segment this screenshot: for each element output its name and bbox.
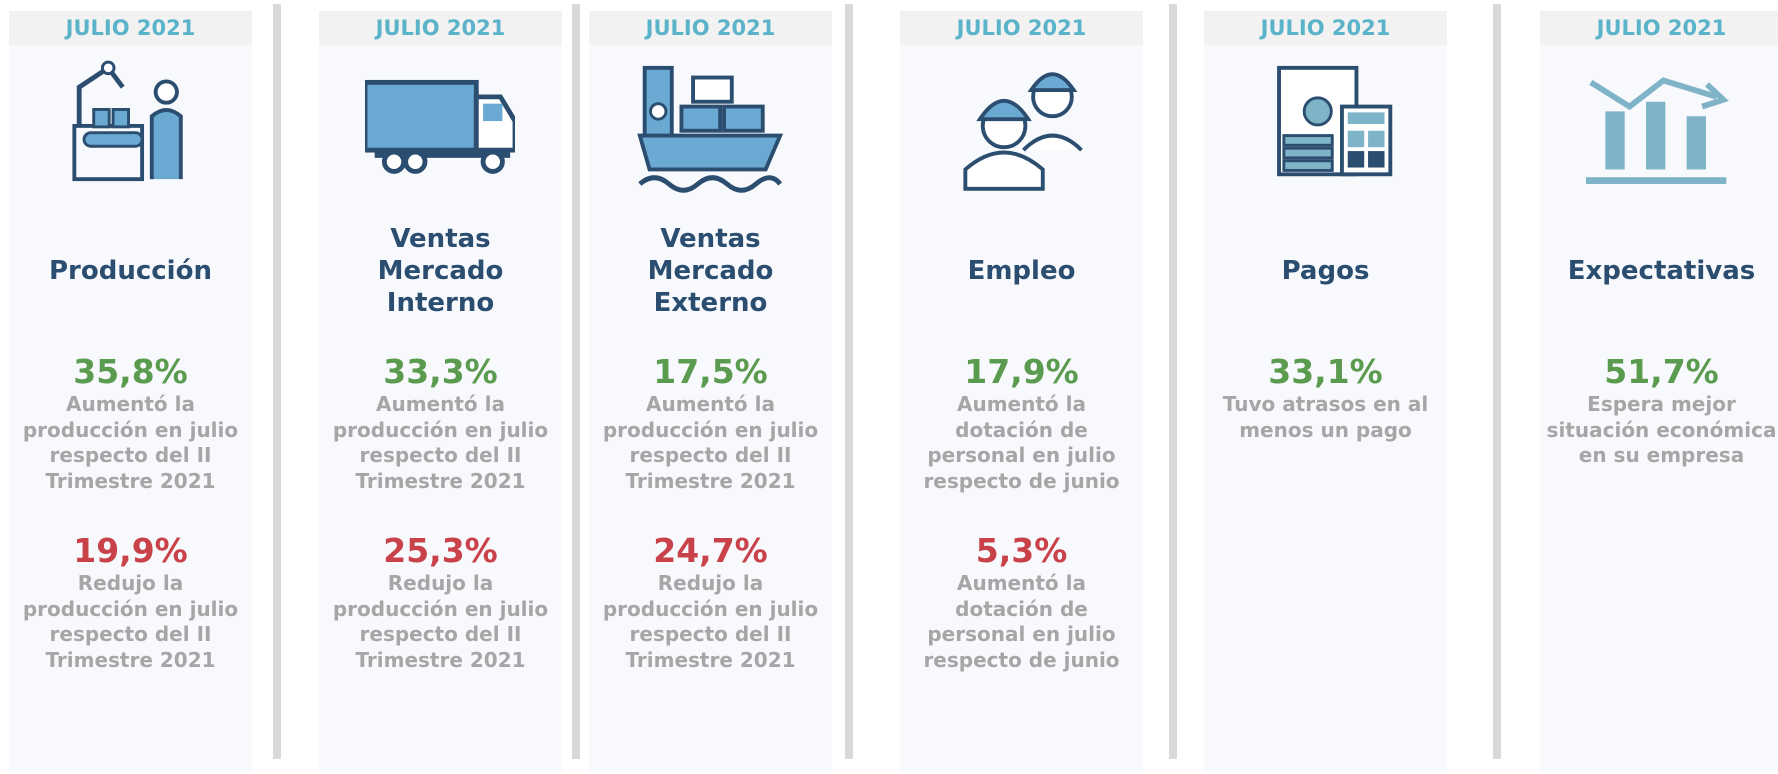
stat-text: Aumentó la <box>957 571 1086 595</box>
stat-text: respecto del II <box>629 443 792 468</box>
icon <box>637 65 784 193</box>
stat: 35,8% Aumentó la producción en julio respec… <box>0 352 282 494</box>
stat: 25,3% Redujo la producción en julio respect… <box>289 531 592 673</box>
title-line: Mercado <box>377 256 504 286</box>
stat-text: Tuvo atrasos en al <box>1222 392 1429 416</box>
stat-value: 17,5% <box>653 352 768 391</box>
panel-header: JULIO 2021 <box>1204 11 1447 45</box>
title-line: Ventas <box>660 224 761 254</box>
panel: JULIO 2021 Ventas Mercado Interno 33,3% Aumen… <box>319 11 562 771</box>
panel-header: JULIO 2021 <box>589 11 832 45</box>
icon <box>72 60 183 182</box>
stat-text: Trimestre 2021 <box>355 468 526 493</box>
title-line: Pagos <box>1281 256 1370 286</box>
icon <box>1586 77 1730 184</box>
stat-value: 51,7% <box>1604 352 1719 391</box>
stat-value: 25,3% <box>383 531 498 570</box>
stat: 51,7% Espera mejor situación económica en s… <box>1510 352 1778 469</box>
stat-value: 33,3% <box>383 352 498 391</box>
panel: JULIO 2021 Ventas Mercado Externo 17,5% Aumen… <box>589 11 832 771</box>
panel: JULIO 2021 Producción 35,8% Aumentó la produ… <box>9 11 252 771</box>
stat-value: 5,3% <box>975 531 1068 570</box>
stat-text: Aumentó la <box>646 392 775 416</box>
stat-text: producción en julio <box>602 417 819 442</box>
stat-text: Aumentó la <box>66 392 195 416</box>
panel-title: Expectativas <box>1520 221 1778 321</box>
stat-text: Redujo la <box>77 571 184 595</box>
panel: JULIO 2021 Expectativas 51,7% Espera mejor s… <box>1540 11 1778 771</box>
stat-text: respecto del II <box>359 622 522 647</box>
stat: 17,5% Aumentó la producción en julio respec… <box>559 352 862 494</box>
stat-text: respecto del II <box>629 622 792 647</box>
title-line: Ventas <box>390 224 491 254</box>
stat-text: menos un pago <box>1239 417 1412 442</box>
panel: JULIO 2021 Empleo 17,9% Aumentó la dotación … <box>900 11 1143 771</box>
panel-header: JULIO 2021 <box>1540 11 1778 45</box>
stat-text: en su empresa <box>1578 443 1745 468</box>
stat-text: Trimestre 2021 <box>45 647 216 672</box>
stat: 33,3% Aumentó la producción en julio respec… <box>289 352 592 494</box>
stat-value: 19,9% <box>73 531 188 570</box>
stat: 24,7% Redujo la producción en julio respect… <box>559 531 862 673</box>
stat: 19,9% Redujo la producción en julio respect… <box>0 531 282 673</box>
panel-title: Pagos <box>1184 221 1467 321</box>
stat-text: Aumentó la <box>376 392 505 416</box>
title-line: Externo <box>653 288 768 318</box>
title-line: Producción <box>49 256 212 286</box>
stat: 33,1% Tuvo atrasos en al menos un pago <box>1174 352 1477 443</box>
stat-text: Espera mejor <box>1587 392 1736 416</box>
divider <box>845 4 853 759</box>
stat-text: producción en julio <box>602 596 819 621</box>
title-line: Interno <box>386 288 495 318</box>
divider <box>1169 4 1177 759</box>
stat-value: 33,1% <box>1268 352 1383 391</box>
stat-value: 24,7% <box>653 531 768 570</box>
icon <box>365 79 515 174</box>
panel-header: JULIO 2021 <box>319 11 562 45</box>
stat-text: Trimestre 2021 <box>355 647 526 672</box>
divider <box>572 4 580 759</box>
stat-text: respecto de junio <box>923 647 1120 672</box>
stat-text: Redujo la <box>387 571 494 595</box>
stat-text: respecto del II <box>49 443 212 468</box>
panel-header: JULIO 2021 <box>900 11 1143 45</box>
panel-title: Producción <box>0 221 272 321</box>
stat-text: producción en julio <box>22 596 239 621</box>
stat-text: personal en julio <box>927 622 1116 647</box>
icon <box>963 72 1083 191</box>
stat-text: personal en julio <box>927 443 1116 468</box>
stat-value: 35,8% <box>73 352 188 391</box>
stat-text: respecto del II <box>49 622 212 647</box>
icon <box>1277 65 1393 177</box>
title-line: Expectativas <box>1567 256 1756 286</box>
stat: 5,3% Aumentó la dotación de personal en jul… <box>870 531 1173 673</box>
stat-text: dotación de <box>955 596 1088 621</box>
stat-text: Redujo la <box>657 571 764 595</box>
panel-title: Ventas Mercado Externo <box>569 221 852 321</box>
stat-text: producción en julio <box>332 596 549 621</box>
stat-text: Aumentó la <box>957 392 1086 416</box>
stat-text: producción en julio <box>332 417 549 442</box>
stat-text: respecto del II <box>359 443 522 468</box>
stat-text: Trimestre 2021 <box>45 468 216 493</box>
stat-value: 17,9% <box>964 352 1079 391</box>
stat: 17,9% Aumentó la dotación de personal en ju… <box>870 352 1173 494</box>
stat-text: situación económica <box>1546 417 1777 442</box>
panel: JULIO 2021 Pagos 33,1% Tuvo atrasos en al me… <box>1204 11 1447 771</box>
stat-text: respecto de junio <box>923 468 1120 493</box>
divider <box>273 4 281 759</box>
panel-header: JULIO 2021 <box>9 11 252 45</box>
stat-text: Trimestre 2021 <box>625 647 796 672</box>
divider <box>1493 4 1501 759</box>
title-line: Mercado <box>647 256 774 286</box>
stat-text: Trimestre 2021 <box>625 468 796 493</box>
stat-text: producción en julio <box>22 417 239 442</box>
panel-title: Empleo <box>880 221 1163 321</box>
stat-text: dotación de <box>955 417 1088 442</box>
title-line: Empleo <box>967 256 1076 286</box>
panel-title: Ventas Mercado Interno <box>299 221 582 321</box>
